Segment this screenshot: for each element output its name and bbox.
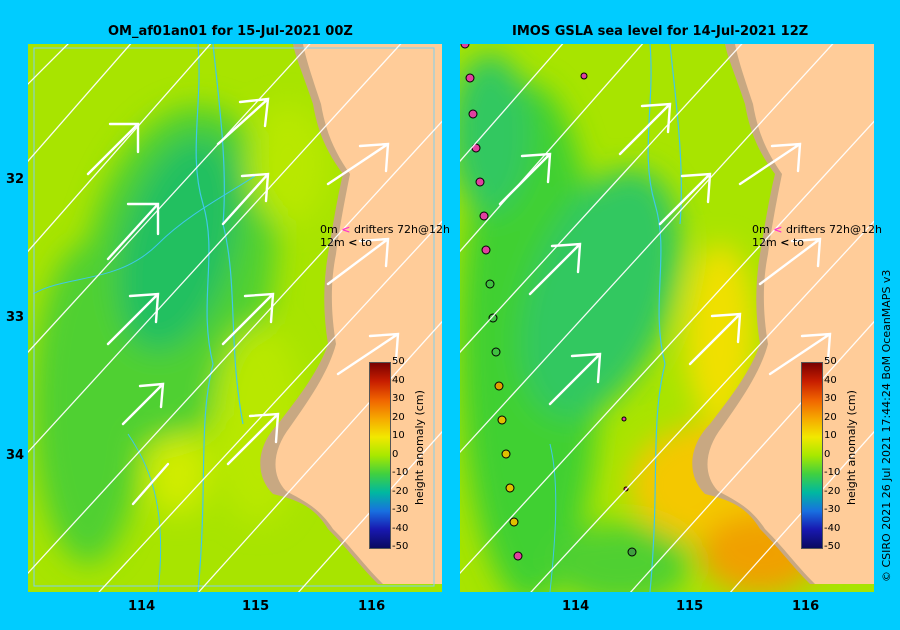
colorbar-tick-label: 40 (824, 374, 837, 386)
lon-label-114-left: 114 (128, 599, 156, 614)
drifter-legend-left-line1: 0m < drifters 72h@12h (320, 223, 450, 236)
drifter-arrow-icon: < (780, 236, 790, 249)
drifter-legend-right-line1: 0m < drifters 72h@12h (752, 223, 882, 236)
colorbar-tick-label: 40 (392, 374, 405, 386)
colorbar-tick-label: -50 (392, 541, 409, 552)
drifter-arrow-icon: < (341, 223, 351, 236)
lat-label-32: 32 (6, 172, 25, 187)
colorbar-tick-label: -50 (824, 541, 841, 552)
colorbar-left (369, 362, 391, 549)
drifter-legend-depth: 0m (320, 223, 338, 236)
lon-label-114-right: 114 (562, 599, 590, 614)
colorbar-tick-label: 20 (824, 411, 837, 423)
panel-left-title: OM_af01an01 for 15-Jul-2021 00Z (108, 24, 353, 39)
lon-label-116-right: 116 (792, 599, 820, 614)
colorbar-tick-label: -10 (392, 467, 409, 478)
drifter-legend-text: drifters 72h@12h (785, 223, 882, 236)
colorbar-tick-label: 50 (392, 356, 405, 367)
colorbar-tick-label: -40 (392, 522, 409, 534)
drifter-legend-depth: 12m (752, 236, 777, 249)
drifter-legend-text: to (360, 236, 372, 249)
lon-label-115-left: 115 (242, 599, 270, 614)
panel-right-title: IMOS GSLA sea level for 14-Jul-2021 12Z (512, 24, 809, 39)
colorbar-tick-label: 10 (824, 430, 837, 441)
colorbar-tick-label: 0 (824, 448, 831, 460)
sea-level-map-right (460, 44, 874, 592)
map-panel-left[interactable] (28, 44, 442, 592)
lat-label-33: 33 (6, 310, 25, 325)
colorbar-title-left: height anomaly (cm) (413, 390, 426, 505)
drifter-legend-text: drifters 72h@12h (353, 223, 450, 236)
drifter-arrow-icon: < (348, 236, 358, 249)
colorbar-tick-label: 30 (824, 393, 837, 404)
colorbar-tick-label: -20 (824, 485, 841, 497)
colorbar-tick-label: -30 (392, 504, 409, 515)
colorbar-title-right: height anomaly (cm) (845, 390, 858, 505)
drifter-legend-right-line2: 12m < to (752, 236, 804, 249)
lon-label-116-left: 116 (358, 599, 386, 614)
sea-level-map-left (28, 44, 442, 592)
drifter-legend-left-line2: 12m < to (320, 236, 372, 249)
colorbar-tick-label: -40 (824, 522, 841, 534)
colorbar-tick-label: -10 (824, 467, 841, 478)
map-panel-right[interactable] (460, 44, 874, 592)
colorbar-tick-label: 20 (392, 411, 405, 423)
colorbar-right (801, 362, 823, 549)
drifter-arrow-icon: < (773, 223, 783, 236)
colorbar-tick-label: -30 (824, 504, 841, 515)
drifter-legend-depth: 0m (752, 223, 770, 236)
colorbar-tick-label: 10 (392, 430, 405, 441)
colorbar-tick-label: 30 (392, 393, 405, 404)
lon-label-115-right: 115 (676, 599, 704, 614)
credit-text: © CSIRO 2021 26 Jul 2021 17:44:24 BoM Oc… (880, 269, 893, 582)
colorbar-tick-label: -20 (392, 485, 409, 497)
colorbar-tick-label: 50 (824, 356, 837, 367)
drifter-legend-text: to (792, 236, 804, 249)
colorbar-tick-label: 0 (392, 448, 399, 460)
lat-label-34: 34 (6, 448, 25, 463)
drifter-legend-depth: 12m (320, 236, 345, 249)
